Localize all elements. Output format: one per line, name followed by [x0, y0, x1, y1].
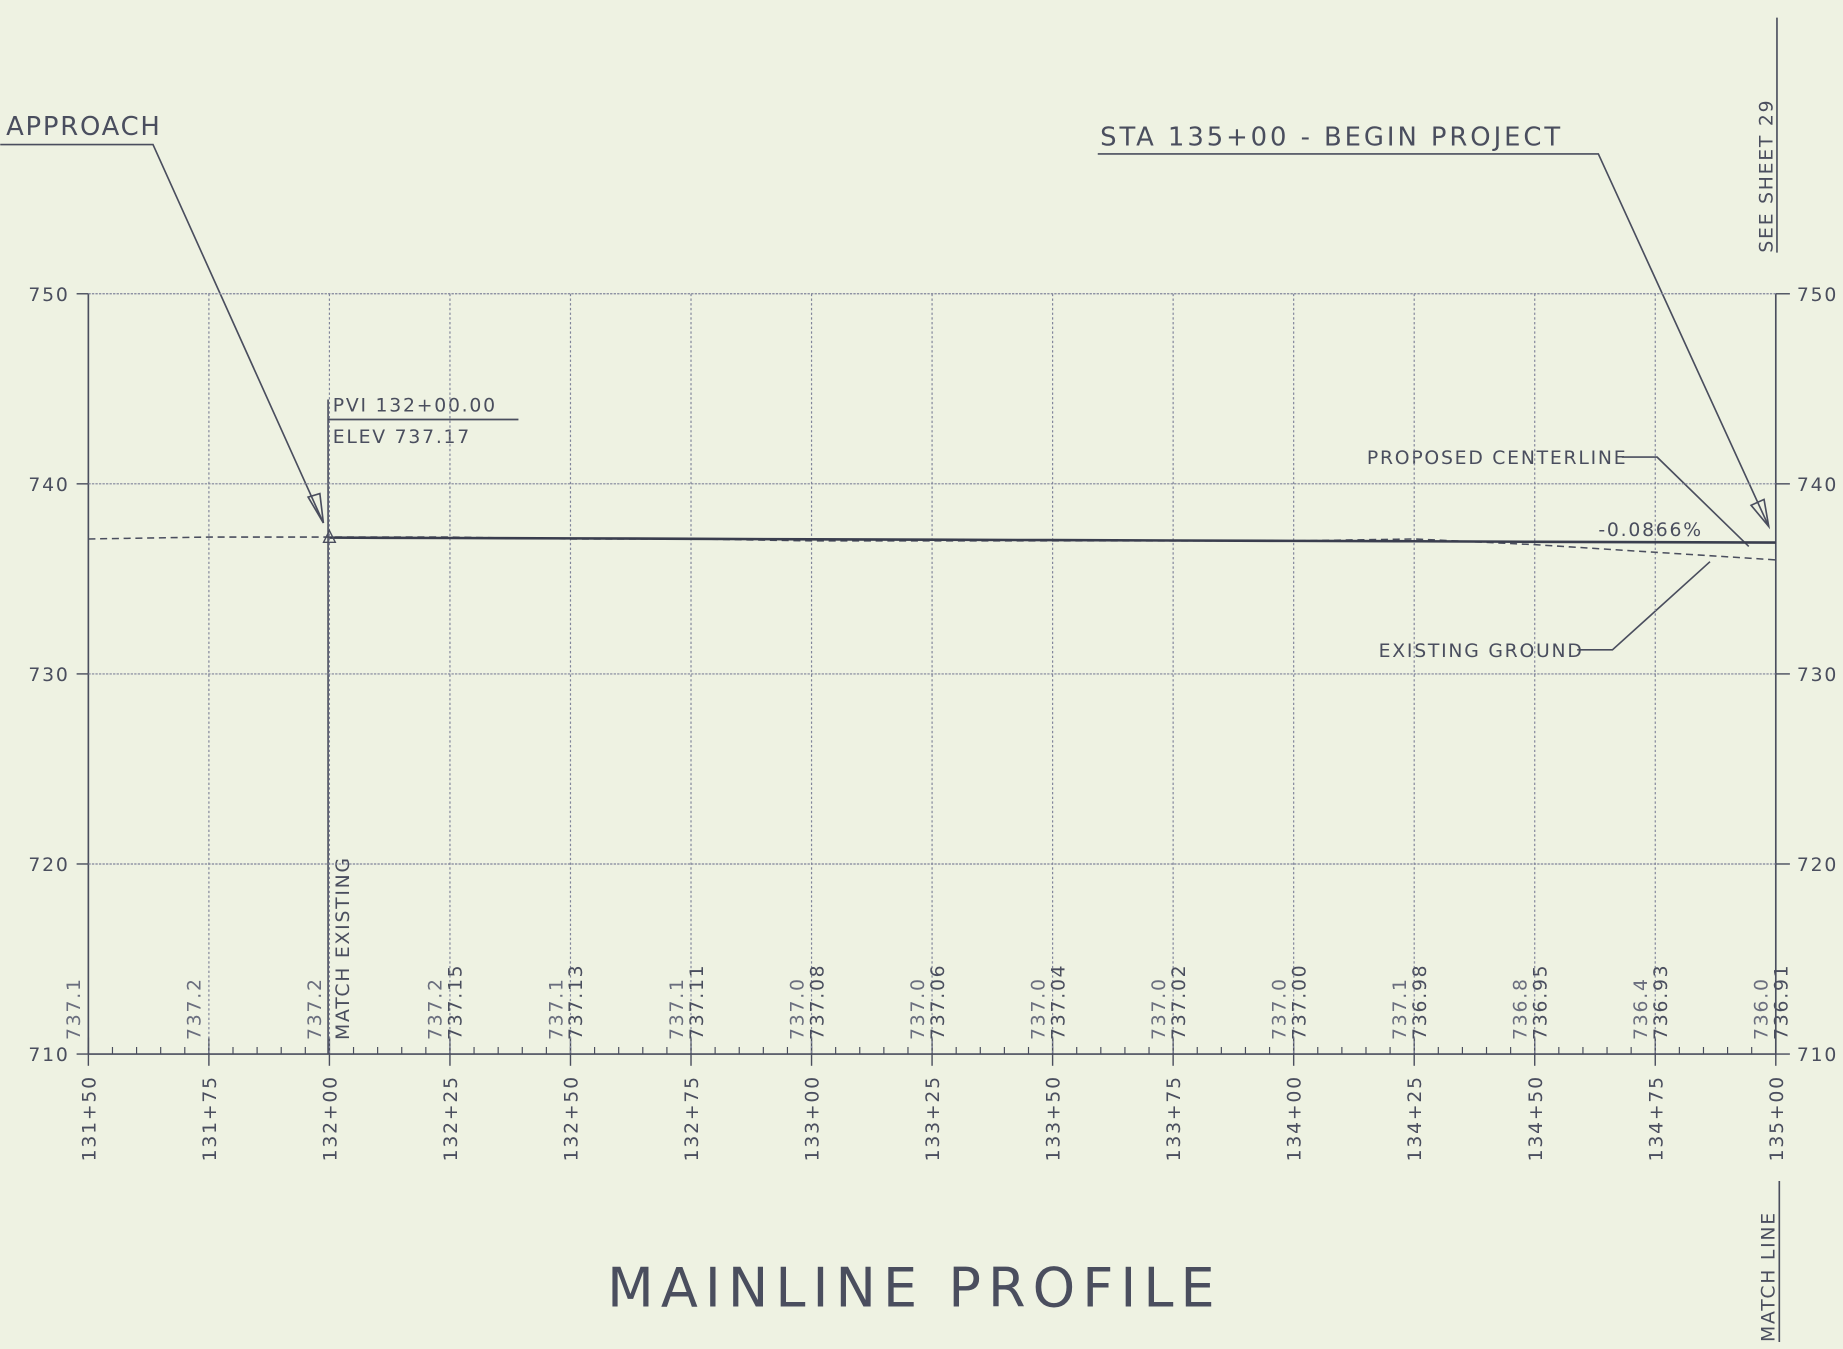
value-label: 737.1 — [64, 977, 85, 1040]
y2-tick-label: 740 — [1797, 475, 1838, 496]
y-tick-label: 720 — [28, 855, 69, 876]
arrow — [1749, 498, 1771, 530]
value-label: 737.13 — [566, 964, 587, 1040]
legend-entry: EXISTING GROUND — [1379, 641, 1584, 662]
chart-title: MAINLINE PROFILE — [607, 1257, 1222, 1320]
value-label: 737.0 — [1149, 977, 1170, 1040]
value-label: 737.2 — [426, 977, 447, 1040]
x-tick-label: 131+75 — [200, 1075, 221, 1161]
x-tick-label: 135+00 — [1767, 1075, 1788, 1161]
x-tick-label: 132+00 — [320, 1075, 341, 1161]
x-tick-label: 134+25 — [1405, 1075, 1426, 1161]
annotation: -0.0866% — [1598, 520, 1703, 541]
value-label: 737.08 — [807, 964, 828, 1040]
value-label: 736.95 — [1530, 964, 1551, 1040]
x-tick-label: 134+50 — [1526, 1075, 1547, 1161]
y2-tick-label: 720 — [1797, 855, 1838, 876]
leader — [1577, 561, 1711, 651]
annotation: ELEV 737.17 — [333, 427, 471, 448]
y-tick-label: 710 — [28, 1045, 69, 1066]
x-tick-label: 133+50 — [1044, 1075, 1065, 1161]
x-tick-label: 134+75 — [1646, 1075, 1667, 1161]
x-tick-label: 132+50 — [562, 1075, 583, 1161]
value-label: 736.8 — [1511, 977, 1532, 1040]
value-label: 737.04 — [1048, 964, 1069, 1040]
value-label: 737.0 — [908, 977, 929, 1040]
annotation: STA 135+00 - BEGIN PROJECT — [1100, 123, 1563, 153]
x-tick-label: 133+75 — [1164, 1075, 1185, 1161]
value-label: 736.0 — [1752, 977, 1773, 1040]
legend-entry: PROPOSED CENTERLINE — [1367, 448, 1628, 469]
value-label: 737.0 — [1028, 977, 1049, 1040]
annotation: MATCH EXISTING — [333, 856, 354, 1040]
leader — [1621, 456, 1750, 548]
value-label: 737.11 — [687, 964, 708, 1040]
series-line — [329, 536, 1776, 544]
y-tick-label: 730 — [28, 665, 69, 686]
value-label: 737.2 — [305, 977, 326, 1040]
pvi-marker — [322, 529, 337, 544]
x-tick-label: 134+00 — [1285, 1075, 1306, 1161]
y-tick-label: 740 — [28, 475, 69, 496]
arrow — [306, 492, 325, 524]
leader — [1097, 153, 1770, 527]
value-label: 737.00 — [1289, 964, 1310, 1040]
value-label: 737.0 — [787, 977, 808, 1040]
x-tick-label: 131+50 — [79, 1075, 100, 1161]
value-label: 737.1 — [1390, 977, 1411, 1040]
y2-tick-label: 710 — [1797, 1045, 1838, 1066]
annotation: APPROACH — [6, 112, 161, 142]
x-tick-label: 133+25 — [923, 1075, 944, 1161]
annotation: SEE SHEET 29 — [1756, 99, 1777, 253]
value-label: 737.2 — [185, 977, 206, 1040]
value-label: 736.91 — [1772, 964, 1793, 1040]
annotation: MATCH LINE — [1759, 1211, 1780, 1342]
value-label: 737.1 — [546, 977, 567, 1040]
value-label: 737.15 — [446, 964, 467, 1040]
value-label: 736.93 — [1651, 964, 1672, 1040]
value-label: 736.98 — [1410, 964, 1431, 1040]
value-label: 736.4 — [1631, 977, 1652, 1040]
y-tick-label: 750 — [28, 285, 69, 306]
y2-tick-label: 750 — [1797, 285, 1838, 306]
y2-tick-label: 730 — [1797, 665, 1838, 686]
leader — [0, 143, 325, 524]
value-label: 737.06 — [928, 964, 949, 1040]
x-tick-label: 132+75 — [682, 1075, 703, 1161]
value-label: 737.02 — [1169, 964, 1190, 1040]
x-tick-label: 133+00 — [803, 1075, 824, 1161]
value-label: 737.0 — [1269, 977, 1290, 1040]
annotation: PVI 132+00.00 — [333, 395, 497, 416]
x-tick-label: 132+25 — [441, 1075, 462, 1161]
value-label: 737.1 — [667, 977, 688, 1040]
